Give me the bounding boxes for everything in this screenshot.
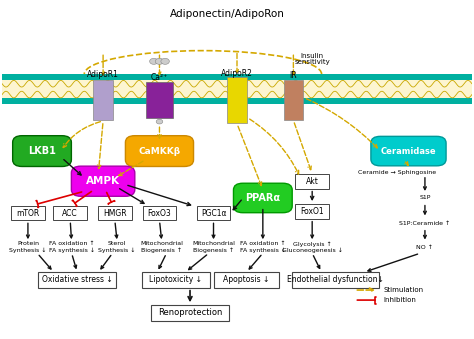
FancyBboxPatch shape [93, 80, 113, 120]
Text: Insulin
sensitivity: Insulin sensitivity [294, 53, 330, 65]
Text: Ca²⁺: Ca²⁺ [151, 73, 168, 82]
FancyBboxPatch shape [284, 80, 303, 120]
Text: AdipoR1: AdipoR1 [87, 70, 119, 79]
Text: Endothelial dysfunction↓: Endothelial dysfunction↓ [287, 276, 384, 284]
Text: FoxO3: FoxO3 [147, 208, 172, 218]
FancyBboxPatch shape [38, 272, 116, 288]
Text: Stimulation: Stimulation [383, 287, 424, 293]
FancyBboxPatch shape [2, 80, 472, 98]
Text: Lipotoxicity ↓: Lipotoxicity ↓ [149, 276, 202, 284]
Text: Mitochondrial
Biogenesis ↑: Mitochondrial Biogenesis ↑ [192, 241, 235, 253]
FancyBboxPatch shape [2, 98, 472, 104]
Text: S1P: S1P [419, 196, 430, 200]
Text: CaMKKβ: CaMKKβ [138, 146, 181, 156]
Text: Akt: Akt [306, 177, 319, 186]
Text: Glycolysis ↑
Gluconeogenesis ↓: Glycolysis ↑ Gluconeogenesis ↓ [282, 241, 343, 253]
FancyBboxPatch shape [2, 74, 472, 80]
FancyBboxPatch shape [292, 272, 379, 288]
Text: AdipoR2: AdipoR2 [221, 69, 253, 78]
FancyBboxPatch shape [146, 82, 173, 118]
FancyBboxPatch shape [227, 77, 247, 123]
FancyBboxPatch shape [72, 166, 135, 196]
FancyBboxPatch shape [197, 206, 230, 220]
FancyBboxPatch shape [142, 272, 210, 288]
Text: PGC1α: PGC1α [201, 208, 226, 218]
Text: FoxO1: FoxO1 [301, 207, 324, 216]
Text: PPARα: PPARα [245, 193, 281, 203]
Text: Protein
Synthesis ↓: Protein Synthesis ↓ [9, 241, 46, 253]
Text: IR: IR [290, 71, 297, 80]
Circle shape [156, 119, 163, 124]
Circle shape [161, 58, 169, 64]
Text: Ceramidase: Ceramidase [381, 146, 436, 156]
Text: Oxidative stress ↓: Oxidative stress ↓ [42, 276, 113, 284]
FancyBboxPatch shape [371, 136, 446, 166]
FancyBboxPatch shape [11, 206, 45, 220]
FancyBboxPatch shape [143, 206, 176, 220]
FancyBboxPatch shape [13, 136, 72, 166]
Text: FA oxidation ↑
FA synthesis ↓: FA oxidation ↑ FA synthesis ↓ [48, 241, 95, 253]
Text: Inhibition: Inhibition [383, 297, 417, 303]
Circle shape [155, 58, 164, 64]
FancyBboxPatch shape [295, 174, 329, 188]
Text: LKB1: LKB1 [28, 146, 56, 156]
Text: NO ↑: NO ↑ [417, 245, 433, 250]
Text: S1P:Ceramide ↑: S1P:Ceramide ↑ [399, 221, 451, 225]
FancyBboxPatch shape [234, 183, 292, 213]
FancyBboxPatch shape [151, 305, 229, 320]
Text: Apoptosis ↓: Apoptosis ↓ [223, 276, 270, 284]
Text: Sterol
Synthesis ↓: Sterol Synthesis ↓ [99, 241, 136, 253]
Text: Adiponectin/AdipoRon: Adiponectin/AdipoRon [170, 9, 285, 19]
FancyBboxPatch shape [213, 272, 279, 288]
Text: mTOR: mTOR [16, 208, 39, 218]
Text: AMPK: AMPK [86, 176, 120, 186]
Text: ACC: ACC [63, 208, 78, 218]
Text: FA oxidation ↑
FA synthesis ↓: FA oxidation ↑ FA synthesis ↓ [240, 241, 286, 253]
Text: Mitochondrial
Biogenesis ↑: Mitochondrial Biogenesis ↑ [140, 241, 183, 253]
FancyBboxPatch shape [295, 204, 329, 219]
Circle shape [150, 58, 158, 64]
Text: HMGR: HMGR [103, 208, 127, 218]
Text: Renoprotection: Renoprotection [158, 308, 222, 317]
FancyBboxPatch shape [53, 206, 87, 220]
FancyBboxPatch shape [126, 136, 193, 166]
FancyBboxPatch shape [98, 206, 132, 220]
Text: Ceramide → Sphingosine: Ceramide → Sphingosine [358, 171, 436, 175]
